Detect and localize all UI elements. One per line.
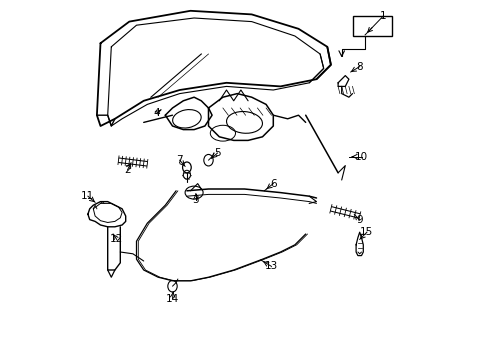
Text: 6: 6	[269, 179, 276, 189]
Text: 13: 13	[264, 261, 278, 271]
Text: 7: 7	[176, 155, 183, 165]
Text: 15: 15	[360, 227, 373, 237]
Text: 5: 5	[214, 148, 221, 158]
Text: 9: 9	[356, 215, 362, 225]
Text: 1: 1	[379, 11, 386, 21]
Text: 12: 12	[110, 234, 123, 244]
Text: 14: 14	[165, 294, 179, 304]
Text: 3: 3	[192, 195, 199, 205]
Text: 10: 10	[354, 152, 367, 162]
Text: 2: 2	[124, 165, 131, 175]
Text: 8: 8	[356, 62, 362, 72]
Text: 11: 11	[81, 191, 94, 201]
Text: 4: 4	[153, 108, 159, 118]
